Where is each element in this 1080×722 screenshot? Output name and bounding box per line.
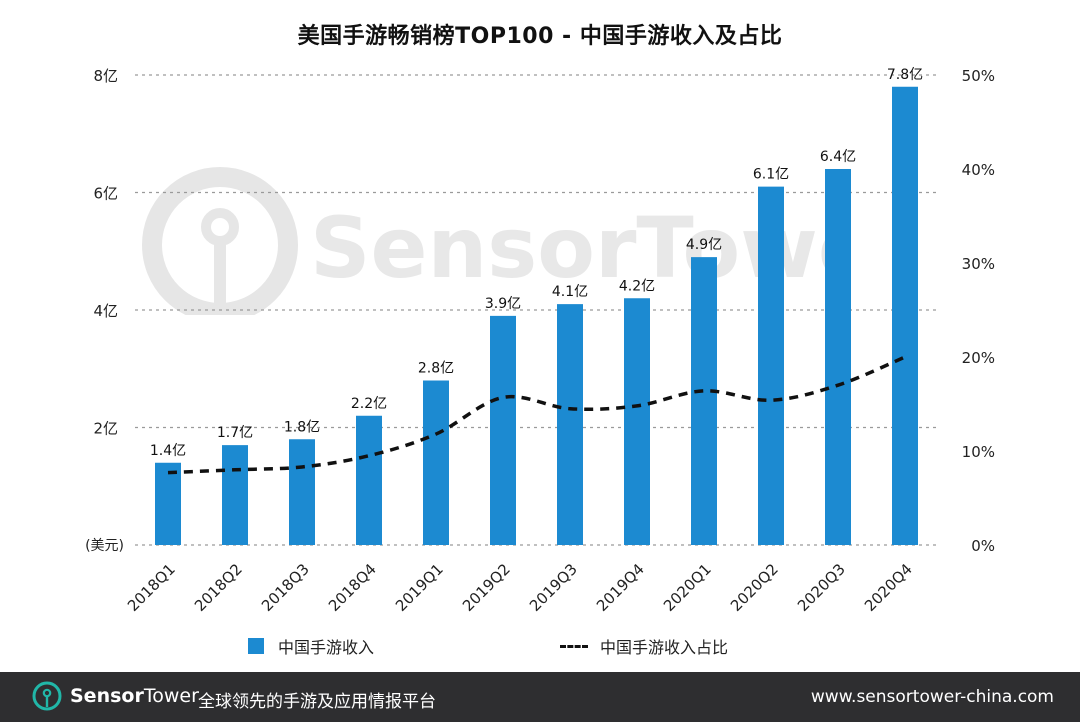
legend-label-share: 中国手游收入占比 xyxy=(600,638,729,657)
bar-data-label: 4.2亿 xyxy=(619,278,655,294)
legend-line-swatch xyxy=(560,644,588,648)
bar xyxy=(289,439,315,545)
footer-tagline: 全球领先的手游及应用情报平台 xyxy=(198,692,436,712)
y-tick-label-right: 0% xyxy=(971,537,995,555)
y-tick-label-left: 8亿 xyxy=(93,67,118,85)
bar xyxy=(557,304,583,545)
bar-data-label: 1.8亿 xyxy=(284,419,320,435)
sensortower-logo-icon xyxy=(32,681,62,711)
footer-brand-a: Sensor xyxy=(70,685,144,707)
bar-data-label: 1.4亿 xyxy=(150,443,186,459)
bar xyxy=(222,445,248,545)
y-tick-label-left: 4亿 xyxy=(93,302,118,320)
y-axis-left: 2亿 4亿 6亿 8亿 (美元) xyxy=(85,67,124,554)
y-axis-right: 0% 10% 20% 30% 40% 50% xyxy=(962,67,995,555)
bar-data-label: 6.4亿 xyxy=(820,149,856,165)
x-tick-label: 2019Q2 xyxy=(459,560,514,615)
bar-data-labels: 1.4亿 1.7亿 1.8亿 2.2亿 2.8亿 3.9亿 4.1亿 4.2亿 4.9亿 6.1亿… xyxy=(150,67,923,459)
bar xyxy=(691,257,717,545)
x-axis-labels: 2018Q1 2018Q2 2018Q3 2018Q4 2019Q1 2019Q2 2019… xyxy=(124,560,916,615)
bar-data-label: 1.7亿 xyxy=(217,425,253,441)
legend-item-revenue: 中国手游收入 xyxy=(248,634,374,658)
bar-data-label: 7.8亿 xyxy=(887,67,923,83)
y-tick-label-right: 40% xyxy=(962,161,995,179)
bar-series xyxy=(155,86,918,545)
bar-data-label: 4.9亿 xyxy=(686,237,722,253)
bar xyxy=(624,298,650,545)
x-tick-label: 2019Q1 xyxy=(392,560,447,615)
bar xyxy=(825,169,851,545)
y-tick-label-right: 10% xyxy=(962,443,995,461)
bar xyxy=(892,86,918,545)
legend-bar-swatch xyxy=(248,638,264,654)
x-tick-label: 2019Q4 xyxy=(593,560,648,615)
bar-data-label: 2.2亿 xyxy=(351,396,387,412)
x-tick-label: 2020Q2 xyxy=(727,560,782,615)
x-tick-label: 2019Q3 xyxy=(526,560,581,615)
bar xyxy=(155,462,181,545)
y-unit-label: (美元) xyxy=(85,538,124,554)
x-tick-label: 2018Q1 xyxy=(124,560,179,615)
x-tick-label: 2020Q4 xyxy=(861,560,916,615)
legend-item-share: 中国手游收入占比 xyxy=(560,634,728,658)
y-tick-label-right: 20% xyxy=(962,349,995,367)
bar-data-label: 2.8亿 xyxy=(418,361,454,377)
x-tick-label: 2020Q1 xyxy=(660,560,715,615)
bar xyxy=(423,380,449,545)
bar-data-label: 6.1亿 xyxy=(753,167,789,183)
footer-brand-b: Tower xyxy=(143,685,199,707)
gridlines xyxy=(135,74,940,546)
bar-data-label: 4.1亿 xyxy=(552,284,588,300)
y-tick-label-left: 2亿 xyxy=(93,420,118,438)
footer-bar: SensorTower 全球领先的手游及应用情报平台 www.sensortow… xyxy=(0,672,1080,722)
bar xyxy=(490,315,516,545)
y-tick-label-right: 50% xyxy=(962,67,995,85)
bar xyxy=(356,415,382,545)
x-tick-label: 2018Q3 xyxy=(258,560,313,615)
bar xyxy=(758,186,784,545)
legend-label-revenue: 中国手游收入 xyxy=(278,638,375,657)
footer-brand: SensorTower xyxy=(70,685,199,707)
bar-data-label: 3.9亿 xyxy=(485,296,521,312)
share-line xyxy=(167,355,906,475)
x-tick-label: 2020Q3 xyxy=(794,560,849,615)
legend: 中国手游收入 中国手游收入占比 xyxy=(0,632,1080,660)
y-tick-label-left: 6亿 xyxy=(93,185,118,203)
x-tick-label: 2018Q4 xyxy=(325,560,380,615)
chart-title: 美国手游畅销榜TOP100 - 中国手游收入及占比 xyxy=(297,24,783,49)
x-tick-label: 2018Q2 xyxy=(191,560,246,615)
footer-url[interactable]: www.sensortower-china.com xyxy=(810,687,1054,707)
y-tick-label-right: 30% xyxy=(962,255,995,273)
